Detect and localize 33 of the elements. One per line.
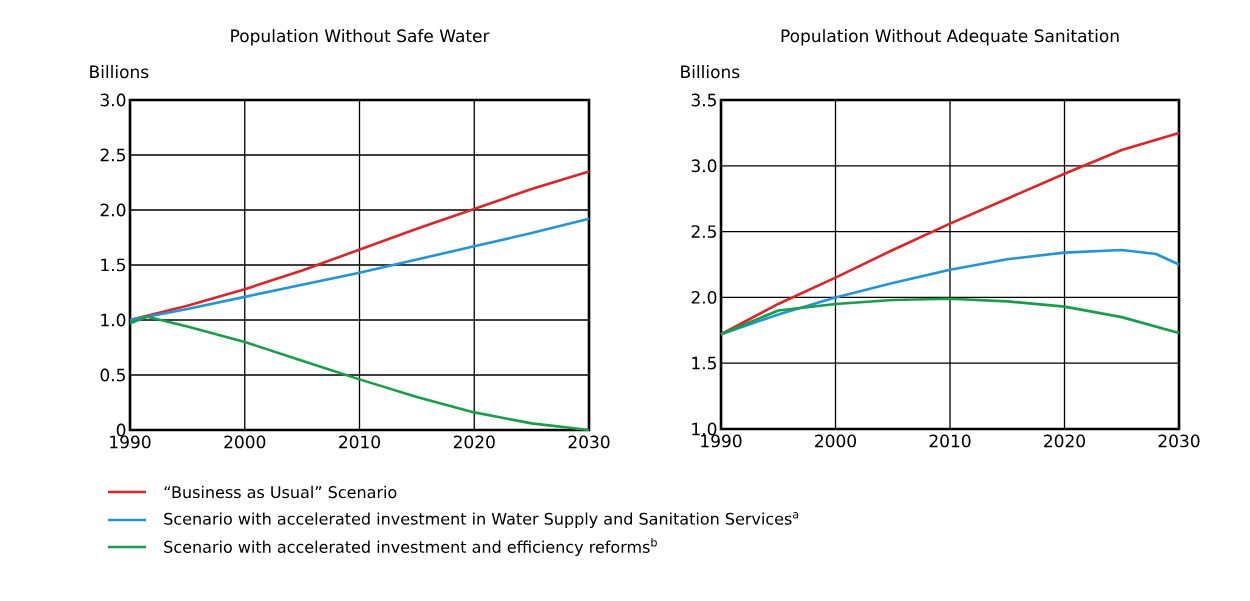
y-axis-title: Billions — [681, 65, 740, 79]
y-tick-label: 1.5 — [692, 356, 716, 370]
y-tick-label: 3.0 — [691, 159, 717, 173]
y-tick-label: 2.5 — [691, 225, 716, 239]
y-tick-label: 0.5 — [100, 368, 125, 382]
y-tick-label: 1.0 — [692, 422, 717, 436]
y-tick-label: 3.5 — [691, 93, 716, 107]
x-tick-label: 2020 — [1044, 434, 1085, 448]
x-tick-label: 2020 — [453, 435, 495, 449]
chart-title: Population Without Safe Water — [231, 29, 490, 46]
y-tick-label: 0 — [116, 423, 126, 437]
x-tick-label: 2030 — [568, 435, 610, 449]
x-tick-label: 2010 — [339, 435, 380, 449]
x-tick-label: 2030 — [1158, 434, 1200, 448]
y-tick-label: 2.0 — [100, 203, 126, 217]
line-series — [719, 297, 1181, 336]
y-tick-label: 1.5 — [101, 258, 125, 272]
x-tick-label: 2000 — [815, 434, 856, 448]
x-tick-label: 2010 — [929, 434, 971, 448]
y-tick-label: 2.5 — [100, 148, 125, 162]
legend-label: Scenario with accelerated investment and efficiency reforms$^{b}$ — [164, 537, 657, 557]
x-tick-label: 1990 — [110, 435, 151, 449]
x-tick-label: 1990 — [701, 434, 742, 448]
x-tick-label: 2000 — [224, 435, 266, 449]
y-tick-label: 3.0 — [100, 93, 126, 107]
y-axis-title: Billions — [90, 65, 149, 79]
y-tick-label: 2.0 — [691, 290, 717, 304]
line-series — [128, 315, 591, 432]
y-tick-label: 1.0 — [101, 313, 126, 327]
chart-title: Population Without Adequate Sanitation — [781, 29, 1119, 46]
line-series — [719, 131, 1181, 336]
legend-label: “Business as Usual” Scenario — [164, 485, 397, 499]
legend-label: Scenario with accelerated investment in Water Supply and Sanitation Services$^{a}$ — [164, 512, 799, 528]
